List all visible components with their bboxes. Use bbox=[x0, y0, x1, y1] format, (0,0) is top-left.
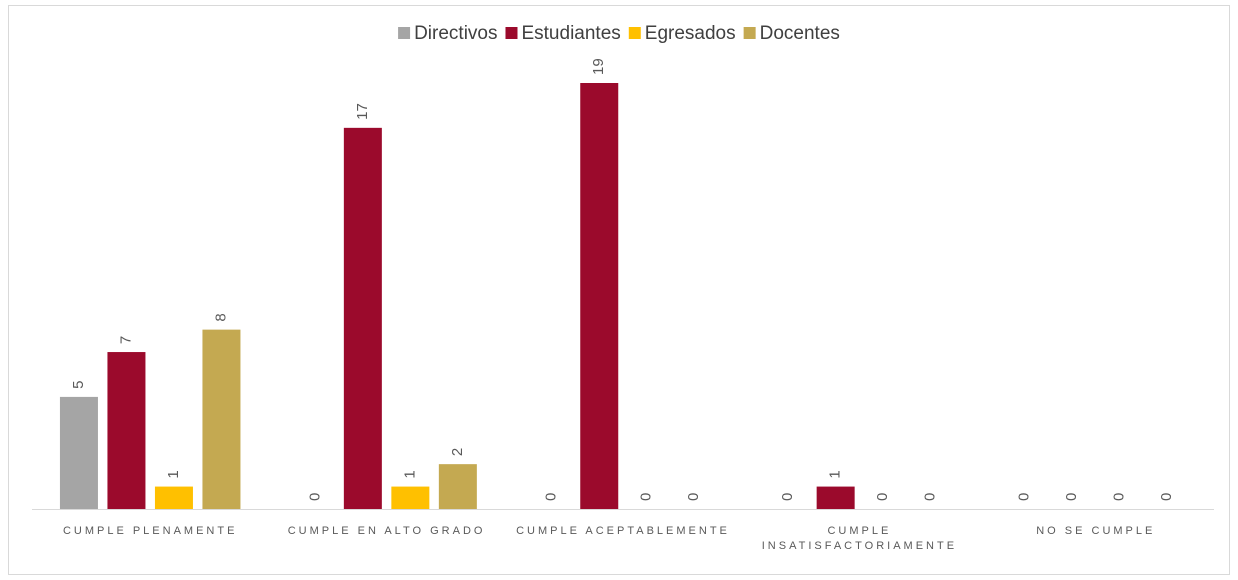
bar bbox=[202, 329, 241, 509]
data-label: 7 bbox=[117, 336, 134, 344]
data-label: 0 bbox=[1063, 493, 1080, 501]
legend-swatch bbox=[505, 27, 518, 39]
legend-label: Egresados bbox=[645, 23, 736, 44]
x-tick-label: CUMPLE EN ALTO GRADO bbox=[287, 525, 486, 537]
bar bbox=[816, 486, 855, 509]
legend-swatch bbox=[743, 27, 756, 39]
x-tick-label: CUMPLE PLENAMENTE bbox=[62, 525, 238, 537]
bar bbox=[391, 486, 430, 509]
data-label: 1 bbox=[165, 470, 182, 478]
bar bbox=[59, 396, 98, 509]
bar bbox=[107, 352, 146, 509]
data-label: 0 bbox=[543, 493, 560, 501]
data-label: 0 bbox=[1158, 493, 1175, 501]
data-label: 0 bbox=[874, 493, 891, 501]
bar bbox=[580, 83, 619, 509]
legend-label: Estudiantes bbox=[521, 23, 620, 44]
data-label: 0 bbox=[306, 493, 323, 501]
legend-label: Docentes bbox=[760, 23, 840, 44]
data-label: 17 bbox=[354, 103, 371, 120]
data-label: 0 bbox=[779, 493, 796, 501]
data-label: 5 bbox=[70, 381, 87, 389]
bar bbox=[438, 464, 477, 509]
data-label: 0 bbox=[1111, 493, 1128, 501]
data-label: 1 bbox=[401, 470, 418, 478]
data-label: 0 bbox=[685, 493, 702, 501]
data-label: 19 bbox=[590, 58, 607, 75]
data-label: 2 bbox=[449, 448, 466, 456]
legend-swatch bbox=[398, 27, 411, 39]
bar bbox=[343, 127, 382, 509]
x-tick-label: CUMPLE ACEPTABLEMENTE bbox=[516, 525, 730, 537]
data-label: 1 bbox=[827, 470, 844, 478]
data-label: 0 bbox=[638, 493, 655, 501]
legend-label: Directivos bbox=[414, 23, 497, 44]
x-tick-label: CUMPLE INSATISFACTORIAMENTE bbox=[761, 525, 958, 552]
legend-swatch bbox=[628, 27, 641, 39]
data-label: 8 bbox=[212, 313, 229, 321]
data-label: 0 bbox=[922, 493, 939, 501]
x-tick-label: NO SE CUMPLE bbox=[1036, 525, 1156, 537]
data-label: 0 bbox=[1016, 493, 1033, 501]
bar bbox=[154, 486, 193, 509]
